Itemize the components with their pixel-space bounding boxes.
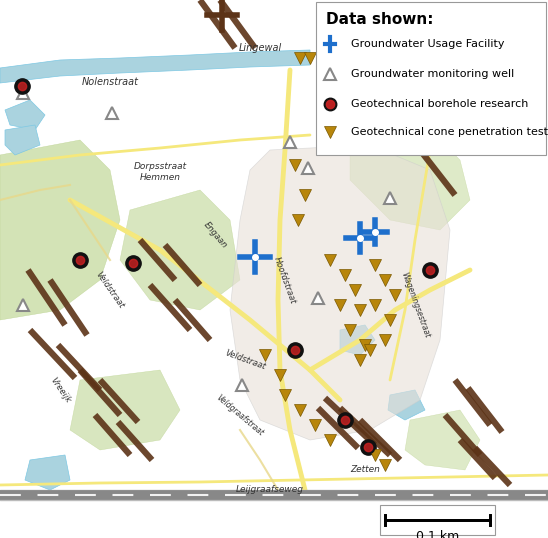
Polygon shape (0, 50, 310, 83)
Text: 0.1 km: 0.1 km (416, 530, 459, 538)
Text: Hoofdstraat: Hoofdstraat (272, 255, 298, 305)
FancyBboxPatch shape (380, 505, 495, 535)
Polygon shape (405, 410, 480, 470)
Text: Geotechnical borehole research: Geotechnical borehole research (351, 99, 528, 109)
Text: Veldstraat: Veldstraat (94, 270, 126, 310)
Text: Lingewal: Lingewal (238, 43, 282, 53)
Text: Groundwater monitoring well: Groundwater monitoring well (351, 69, 514, 79)
Text: Vreeijk: Vreeijk (48, 376, 72, 405)
Text: Veldgraafstraat: Veldgraafstraat (215, 393, 265, 437)
Text: Dorpsstraat
Hemmen: Dorpsstraat Hemmen (133, 162, 186, 182)
Polygon shape (388, 390, 425, 420)
Text: Groundwater Usage Facility: Groundwater Usage Facility (351, 39, 505, 49)
Text: Zetten: Zetten (350, 465, 380, 475)
Polygon shape (70, 370, 180, 450)
Polygon shape (230, 145, 450, 440)
Text: Wageningsestraat: Wageningsestraat (399, 271, 431, 339)
Polygon shape (340, 325, 375, 355)
Polygon shape (5, 100, 45, 130)
Polygon shape (5, 125, 40, 155)
Polygon shape (350, 130, 470, 230)
FancyBboxPatch shape (316, 2, 546, 155)
Polygon shape (120, 190, 240, 310)
Text: Engaan: Engaan (202, 220, 229, 250)
Text: Nolenstraat: Nolenstraat (82, 77, 139, 87)
Text: Leijgraafseweg: Leijgraafseweg (236, 485, 304, 494)
Text: Data shown:: Data shown: (326, 12, 433, 27)
Text: Veldstraat: Veldstraat (224, 349, 267, 372)
Polygon shape (25, 455, 70, 490)
Text: Geotechnical cone penetration test: Geotechnical cone penetration test (351, 127, 548, 137)
Polygon shape (0, 140, 120, 320)
